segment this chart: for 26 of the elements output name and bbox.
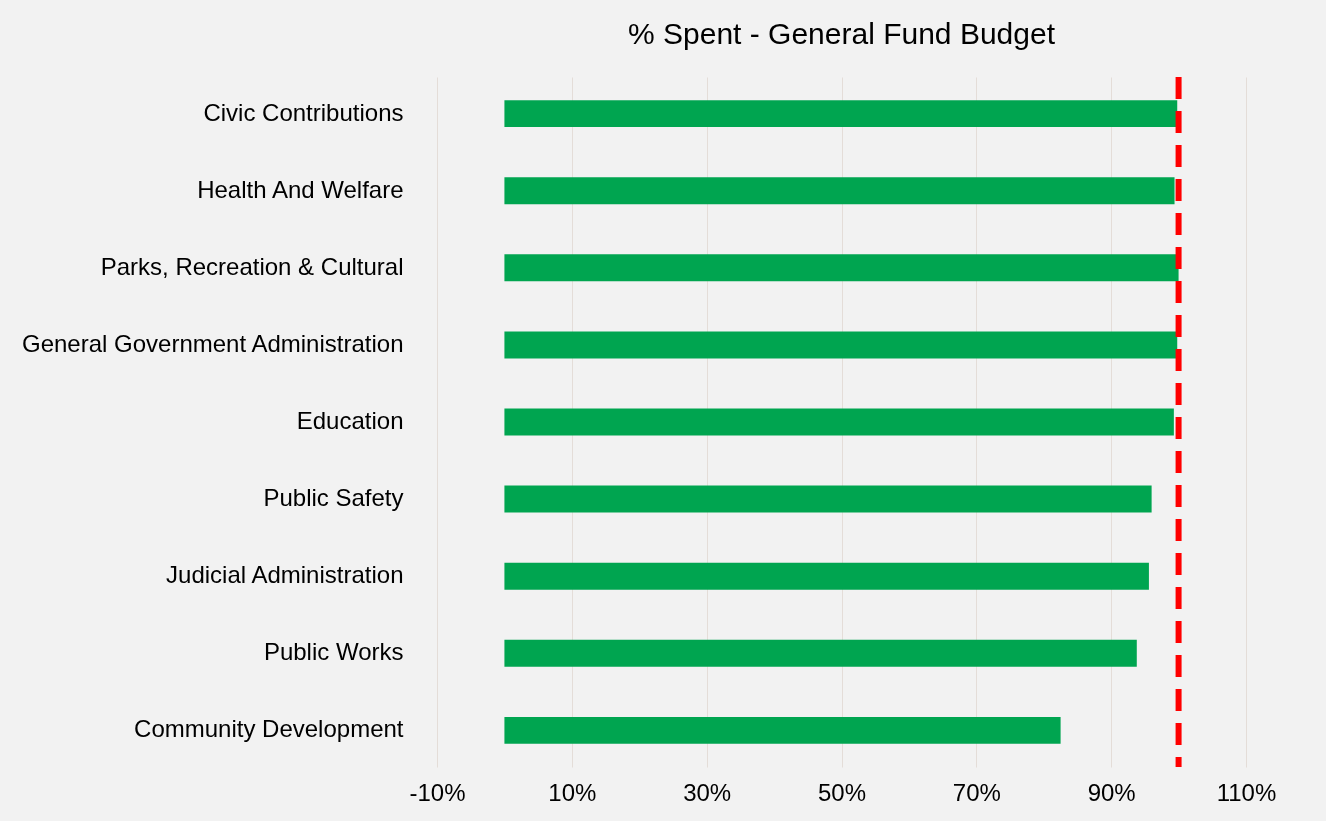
x-tick-label: 30% [683,778,732,806]
y-tick-label: General Government Administration [21,329,404,357]
y-tick-label: Public Safety [263,484,404,512]
x-tick-label: -10% [409,778,466,806]
bar [504,177,1175,205]
bar [504,100,1178,128]
bar [504,485,1152,513]
x-tick-label: 50% [817,778,867,806]
y-tick-label: Civic Contributions [203,98,404,126]
y-tick-label: Education [296,407,404,434]
chart-title: % Spent - General Fund Budget [628,17,1056,50]
y-tick-label: Judicial Administration [166,561,404,589]
bar [504,716,1061,744]
bar [504,408,1174,436]
x-tick-label: 90% [1087,778,1136,806]
y-tick-label: Community Development [134,715,404,743]
x-tick-label: 110% [1216,778,1277,806]
y-tick-label: Public Works [263,638,404,666]
x-tick-label: 10% [548,778,597,806]
y-tick-label: Parks, Recreation & Cultural [100,252,404,280]
bar [504,254,1179,282]
bar [504,331,1178,359]
x-tick-label: 70% [952,778,1001,806]
bar [504,562,1149,590]
y-tick-label: Health And Welfare [197,175,404,203]
bar [504,639,1137,667]
